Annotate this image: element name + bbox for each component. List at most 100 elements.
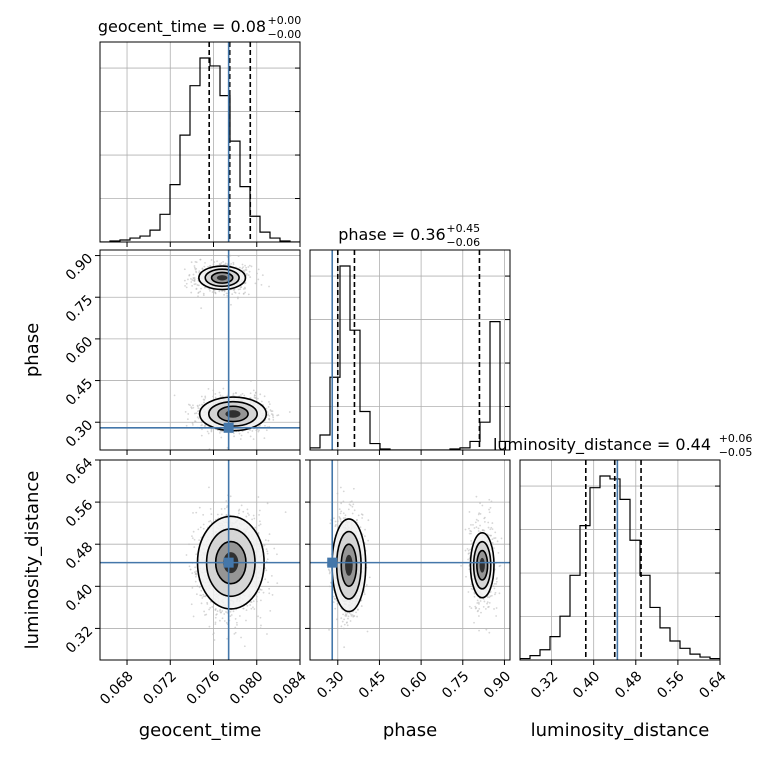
sample-point <box>473 621 475 624</box>
sample-point <box>202 294 205 297</box>
sample-point <box>468 532 471 535</box>
sample-point <box>237 255 240 257</box>
sample-point <box>237 288 240 291</box>
sample-point <box>189 568 192 571</box>
sample-point <box>204 261 206 264</box>
sample-point <box>258 509 261 512</box>
sample-point <box>236 623 238 626</box>
sample-point <box>257 430 260 433</box>
sample-point <box>340 502 343 505</box>
sample-point <box>209 289 211 292</box>
sample-point <box>193 546 196 548</box>
sample-point <box>195 570 198 573</box>
sample-point <box>210 429 213 432</box>
sample-point <box>221 290 224 292</box>
sample-point <box>491 522 494 524</box>
sample-point <box>251 518 253 521</box>
sample-point <box>479 524 481 527</box>
density-contour <box>225 410 241 418</box>
axes-frame <box>519 459 721 661</box>
sample-point <box>213 261 216 263</box>
sample-point <box>188 273 191 276</box>
title-plus-error: +0.06 <box>719 432 753 445</box>
sample-point <box>489 534 492 537</box>
sample-point <box>202 523 205 526</box>
sample-point <box>219 608 222 611</box>
sample-point <box>226 637 229 640</box>
sample-point <box>241 263 244 266</box>
sample-point <box>488 511 491 514</box>
sample-point <box>252 600 255 603</box>
sample-point <box>259 599 262 602</box>
sample-point <box>255 391 257 394</box>
sample-point <box>184 285 186 287</box>
sample-point <box>475 526 478 529</box>
sample-point <box>345 621 348 624</box>
sample-point <box>488 508 490 511</box>
sample-point <box>214 623 217 625</box>
sample-point <box>336 602 339 605</box>
sample-point <box>470 523 472 526</box>
sample-point <box>193 265 196 267</box>
sample-point <box>344 517 346 519</box>
sample-point <box>192 273 195 276</box>
sample-point <box>195 412 198 414</box>
sample-point <box>225 500 228 502</box>
sample-point <box>238 292 241 295</box>
sample-point <box>200 395 203 398</box>
sample-point <box>207 432 210 435</box>
sample-point <box>206 601 209 604</box>
sample-point <box>468 605 471 608</box>
sample-point <box>199 594 202 597</box>
sample-point <box>211 291 214 293</box>
sample-point <box>495 580 498 583</box>
sample-point <box>348 503 351 506</box>
sample-point <box>242 292 245 295</box>
title-luminosity_distance: luminosity_distance = 0.44 +0.06−0.05 <box>493 432 752 459</box>
sample-point <box>197 295 199 298</box>
sample-point <box>202 595 205 598</box>
sample-point <box>255 396 258 399</box>
sample-point <box>491 542 494 544</box>
sample-point <box>498 592 501 595</box>
sample-point <box>197 407 200 410</box>
sample-point <box>195 573 198 576</box>
sample-point <box>268 592 271 595</box>
sample-point <box>223 507 226 510</box>
sample-point <box>254 526 257 529</box>
sample-point <box>239 438 242 440</box>
sample-point <box>219 430 222 432</box>
sample-point <box>233 632 236 635</box>
sample-point <box>200 307 203 310</box>
sample-point <box>368 576 371 579</box>
sample-point <box>222 260 225 263</box>
sample-point <box>240 286 243 289</box>
sample-point <box>210 521 213 524</box>
histogram-step <box>100 57 300 242</box>
sample-point <box>195 553 198 556</box>
sample-point <box>340 625 343 628</box>
sample-point <box>363 591 366 593</box>
sample-point <box>257 615 259 618</box>
sample-point <box>266 633 268 635</box>
sample-point <box>232 263 235 266</box>
sample-point <box>193 412 196 415</box>
sample-point <box>194 420 196 423</box>
sample-point <box>221 395 224 398</box>
sample-point <box>266 550 269 553</box>
sample-point <box>276 414 278 417</box>
sample-point <box>208 486 210 489</box>
sample-point <box>223 293 225 296</box>
sample-point <box>200 589 203 592</box>
sample-point <box>214 291 217 294</box>
sample-point <box>222 387 225 390</box>
sample-point <box>270 574 273 577</box>
sample-point <box>272 419 275 421</box>
sample-point <box>196 404 199 407</box>
sample-point <box>244 291 247 294</box>
sample-point <box>474 607 477 610</box>
sample-point <box>340 510 343 513</box>
sample-point <box>328 585 331 588</box>
sample-point <box>338 508 341 511</box>
